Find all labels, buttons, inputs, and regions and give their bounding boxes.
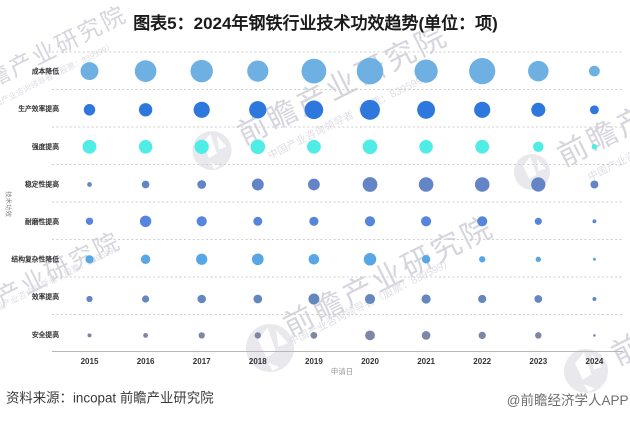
svg-text:2020: 2020 [361, 357, 379, 366]
svg-text:2021: 2021 [417, 357, 435, 366]
svg-text:2023: 2023 [529, 357, 547, 366]
svg-text:结构复杂性降低: 结构复杂性降低 [11, 255, 59, 264]
svg-text:耐磨性提高: 耐磨性提高 [25, 217, 59, 226]
svg-text:图表5：2024年钢铁行业技术功效趋势(单位：项): 图表5：2024年钢铁行业技术功效趋势(单位：项) [133, 13, 498, 33]
svg-text:申请日: 申请日 [331, 366, 354, 376]
svg-text:效率提高: 效率提高 [32, 292, 59, 301]
svg-text:强度提高: 强度提高 [32, 142, 59, 151]
svg-text:@前瞻经济学人APP: @前瞻经济学人APP [507, 392, 629, 408]
svg-text:成本降低: 成本降低 [32, 67, 59, 76]
svg-text:安全提高: 安全提高 [32, 330, 59, 339]
svg-text:稳定性提高: 稳定性提高 [25, 179, 59, 188]
svg-text:2024: 2024 [586, 357, 604, 366]
svg-text:2018: 2018 [249, 357, 267, 366]
svg-text:2016: 2016 [137, 357, 155, 366]
svg-text:2017: 2017 [193, 357, 211, 366]
svg-text:资料来源：incopat 前瞻产业研究院: 资料来源：incopat 前瞻产业研究院 [6, 390, 214, 406]
svg-text:2019: 2019 [305, 357, 323, 366]
svg-text:2022: 2022 [473, 357, 491, 366]
svg-text:生产效率提高: 生产效率提高 [18, 104, 59, 113]
svg-text:2015: 2015 [81, 357, 99, 366]
svg-text:技术功效: 技术功效 [5, 191, 14, 218]
